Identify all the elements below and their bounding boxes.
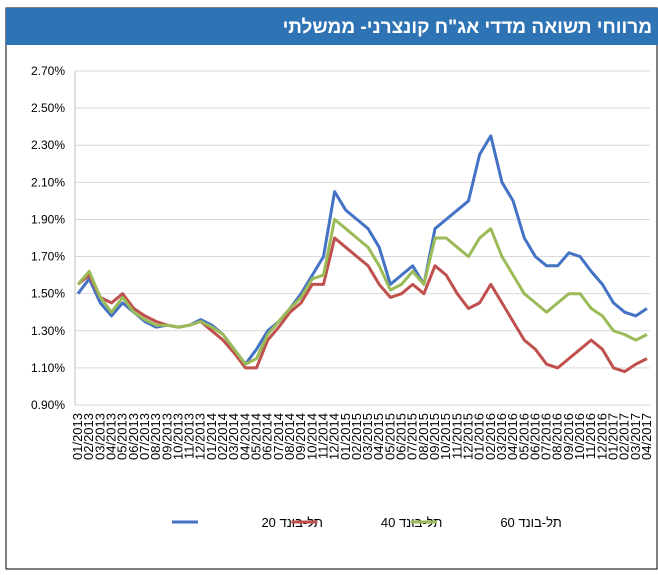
x-tick-label: 09/2014 — [293, 413, 308, 460]
x-tick-label: 05/2013 — [115, 413, 130, 460]
x-tick-label: 07/2013 — [137, 413, 152, 460]
y-tick-label: 2.10% — [31, 175, 65, 189]
y-tick-label: 0.90% — [31, 398, 65, 412]
x-tick-label: 03/2013 — [92, 413, 107, 460]
x-tick-label: 04/2013 — [103, 413, 118, 460]
x-tick-label: 07/2015 — [405, 413, 420, 460]
x-tick-label: 03/2016 — [494, 413, 509, 460]
x-tick-label: 08/2016 — [550, 413, 565, 460]
y-tick-label: 2.70% — [31, 64, 65, 78]
y-tick-label: 1.10% — [31, 361, 65, 375]
x-tick-label: 02/2017 — [617, 413, 632, 460]
x-tick-label: 04/2014 — [237, 413, 252, 460]
x-tick-label: 11/2016 — [583, 413, 598, 459]
x-tick-label: 11/2015 — [449, 413, 464, 459]
chart-border — [5, 7, 658, 570]
x-tick-label: 09/2013 — [159, 413, 174, 460]
x-tick-label: 08/2013 — [148, 413, 163, 460]
x-tick-label: 02/2016 — [483, 413, 498, 460]
x-tick-label: 12/2014 — [327, 413, 342, 460]
y-tick-label: 2.30% — [31, 138, 65, 152]
x-tick-label: 09/2016 — [561, 413, 576, 460]
x-tick-label: 11/2013 — [182, 413, 197, 459]
y-tick-label: 1.90% — [31, 212, 65, 226]
x-tick-label: 06/2014 — [260, 413, 275, 460]
x-tick-label: 03/2015 — [360, 413, 375, 460]
x-tick-label: 12/2016 — [594, 413, 609, 460]
y-tick-label: 1.30% — [31, 324, 65, 338]
x-tick-label: 03/2014 — [226, 413, 241, 460]
y-tick-label: 2.50% — [31, 101, 65, 115]
x-tick-label: 02/2013 — [81, 413, 96, 460]
x-tick-label: 12/2013 — [193, 413, 208, 460]
x-tick-label: 02/2015 — [349, 413, 364, 460]
x-tick-label: 01/2013 — [70, 413, 85, 460]
y-tick-label: 1.50% — [31, 287, 65, 301]
x-tick-label: 10/2015 — [438, 413, 453, 460]
x-tick-label: 06/2013 — [126, 413, 141, 460]
x-tick-label: 04/2016 — [505, 413, 520, 460]
x-tick-label: 10/2013 — [170, 413, 185, 460]
title-bar — [6, 8, 658, 45]
x-tick-label: 08/2014 — [282, 413, 297, 460]
x-tick-label: 01/2015 — [338, 413, 353, 460]
x-tick-label: 10/2014 — [304, 413, 319, 460]
x-tick-label: 01/2016 — [472, 413, 487, 460]
x-tick-label: 04/2017 — [639, 413, 654, 460]
x-tick-label: 10/2016 — [572, 413, 587, 460]
x-tick-label: 08/2015 — [416, 413, 431, 460]
x-tick-label: 07/2016 — [539, 413, 554, 460]
x-tick-label: 06/2015 — [394, 413, 409, 460]
x-tick-label: 07/2014 — [271, 413, 286, 460]
x-tick-label: 02/2014 — [215, 413, 230, 460]
legend-label: תל-בונד 60 — [500, 515, 561, 530]
x-tick-label: 05/2014 — [249, 413, 264, 460]
line-series — [76, 217, 648, 366]
x-tick-label: 09/2015 — [427, 413, 442, 460]
x-tick-label: 04/2015 — [371, 413, 386, 460]
chart-title: מרווחי תשואה מדדי אג"ח קונצרני- ממשלתי — [283, 17, 652, 38]
y-tick-label: 1.70% — [31, 250, 65, 264]
x-tick-label: 06/2016 — [527, 413, 542, 460]
x-tick-label: 01/2017 — [606, 413, 621, 460]
x-tick-label: 05/2015 — [382, 413, 397, 460]
x-tick-label: 11/2014 — [315, 413, 330, 459]
x-tick-label: 12/2015 — [460, 413, 475, 460]
x-tick-label: 03/2017 — [628, 413, 643, 460]
x-tick-label: 01/2014 — [204, 413, 219, 460]
x-tick-label: 05/2016 — [516, 413, 531, 460]
